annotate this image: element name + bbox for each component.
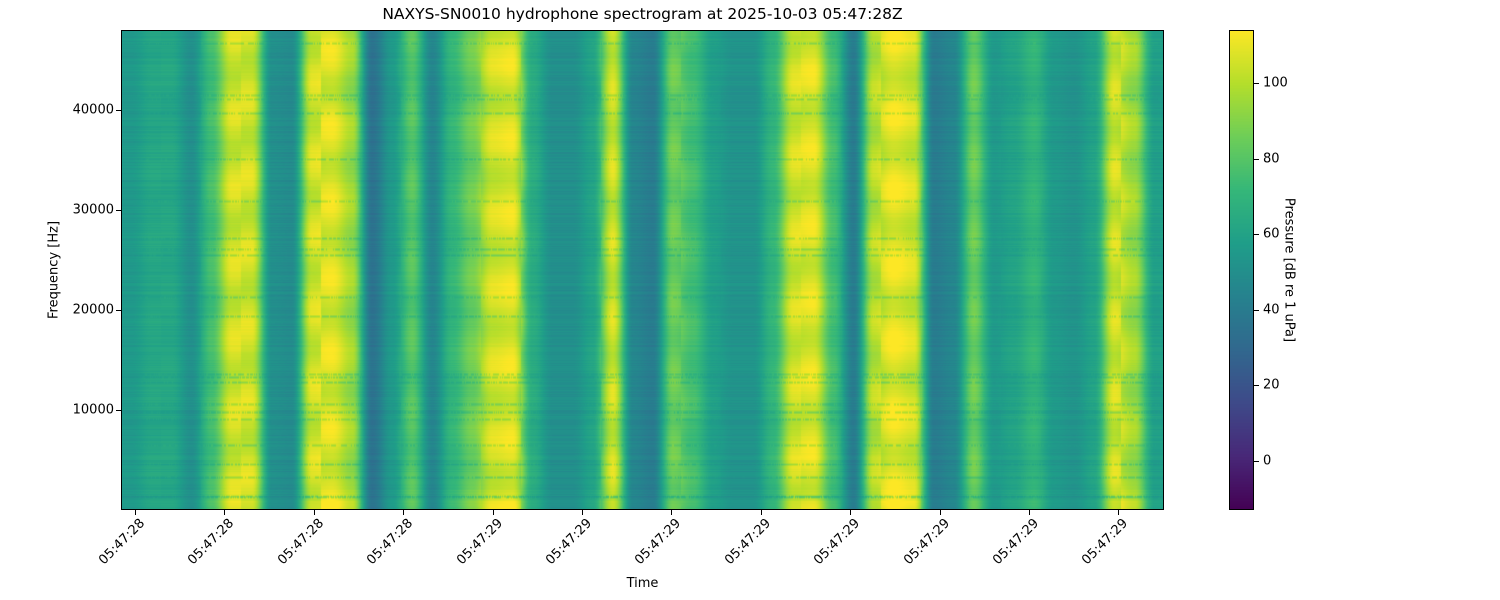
colorbar-label: Pressure [dB re 1 uPa]: [1281, 197, 1297, 343]
spectrogram-heatmap: [121, 30, 1164, 510]
x-tick-label: 05:47:29: [900, 516, 953, 568]
x-tick-label: 05:47:28: [274, 516, 327, 568]
x-tick-mark: [850, 510, 852, 515]
x-tick-mark: [582, 510, 583, 515]
colorbar-tick-label: 0: [1263, 453, 1272, 469]
colorbar-tick-label: 100: [1263, 75, 1288, 91]
x-tick-mark: [1029, 510, 1030, 515]
x-tick-label: 05:47:29: [1079, 516, 1132, 568]
y-tick-mark: [116, 310, 121, 311]
colorbar-tick-mark: [1254, 158, 1259, 160]
colorbar-tick-mark: [1254, 234, 1259, 236]
x-tick-label: 05:47:29: [632, 516, 685, 568]
colorbar-tick-mark: [1254, 460, 1259, 462]
y-tick-mark: [116, 110, 121, 111]
y-tick-label: 30000: [72, 202, 114, 218]
colorbar-gradient: [1229, 30, 1254, 510]
colorbar-tick-mark: [1254, 82, 1259, 84]
x-tick-mark: [492, 510, 494, 515]
x-tick-mark: [313, 510, 315, 515]
x-tick-mark: [939, 510, 941, 515]
x-tick-label: 05:47:29: [453, 516, 506, 568]
y-tick-mark: [116, 410, 121, 411]
x-tick-mark: [135, 510, 136, 515]
x-tick-label: 05:47:29: [811, 516, 864, 568]
x-tick-mark: [403, 510, 405, 515]
x-tick-mark: [1118, 510, 1120, 515]
colorbar-tick-mark: [1254, 309, 1259, 311]
x-tick-label: 05:47:29: [721, 516, 774, 568]
x-axis-label: Time: [626, 576, 659, 591]
x-tick-mark: [224, 510, 226, 515]
chart-title: NAXYS-SN0010 hydrophone spectrogram at 2…: [382, 5, 903, 23]
x-tick-label: 05:47:29: [990, 516, 1042, 568]
plot-area-frame: [121, 30, 1164, 510]
y-tick-mark: [116, 210, 121, 211]
x-tick-mark: [760, 510, 762, 515]
colorbar-tick-label: 40: [1263, 302, 1280, 318]
colorbar-frame: [1229, 30, 1254, 510]
x-tick-label: 05:47:28: [185, 516, 238, 568]
colorbar-tick-mark: [1254, 385, 1259, 387]
y-tick-label: 20000: [72, 302, 114, 318]
x-tick-mark: [671, 510, 673, 515]
x-tick-label: 05:47:29: [543, 516, 595, 568]
colorbar-tick-label: 80: [1263, 151, 1280, 166]
y-tick-label: 10000: [72, 402, 114, 418]
y-tick-label: 40000: [72, 102, 114, 118]
colorbar-tick-label: 20: [1263, 377, 1280, 393]
y-axis-label: Frequency [Hz]: [46, 220, 62, 320]
colorbar-tick-label: 60: [1263, 226, 1280, 242]
x-tick-label: 05:47:28: [96, 516, 148, 568]
x-tick-label: 05:47:28: [364, 516, 417, 568]
